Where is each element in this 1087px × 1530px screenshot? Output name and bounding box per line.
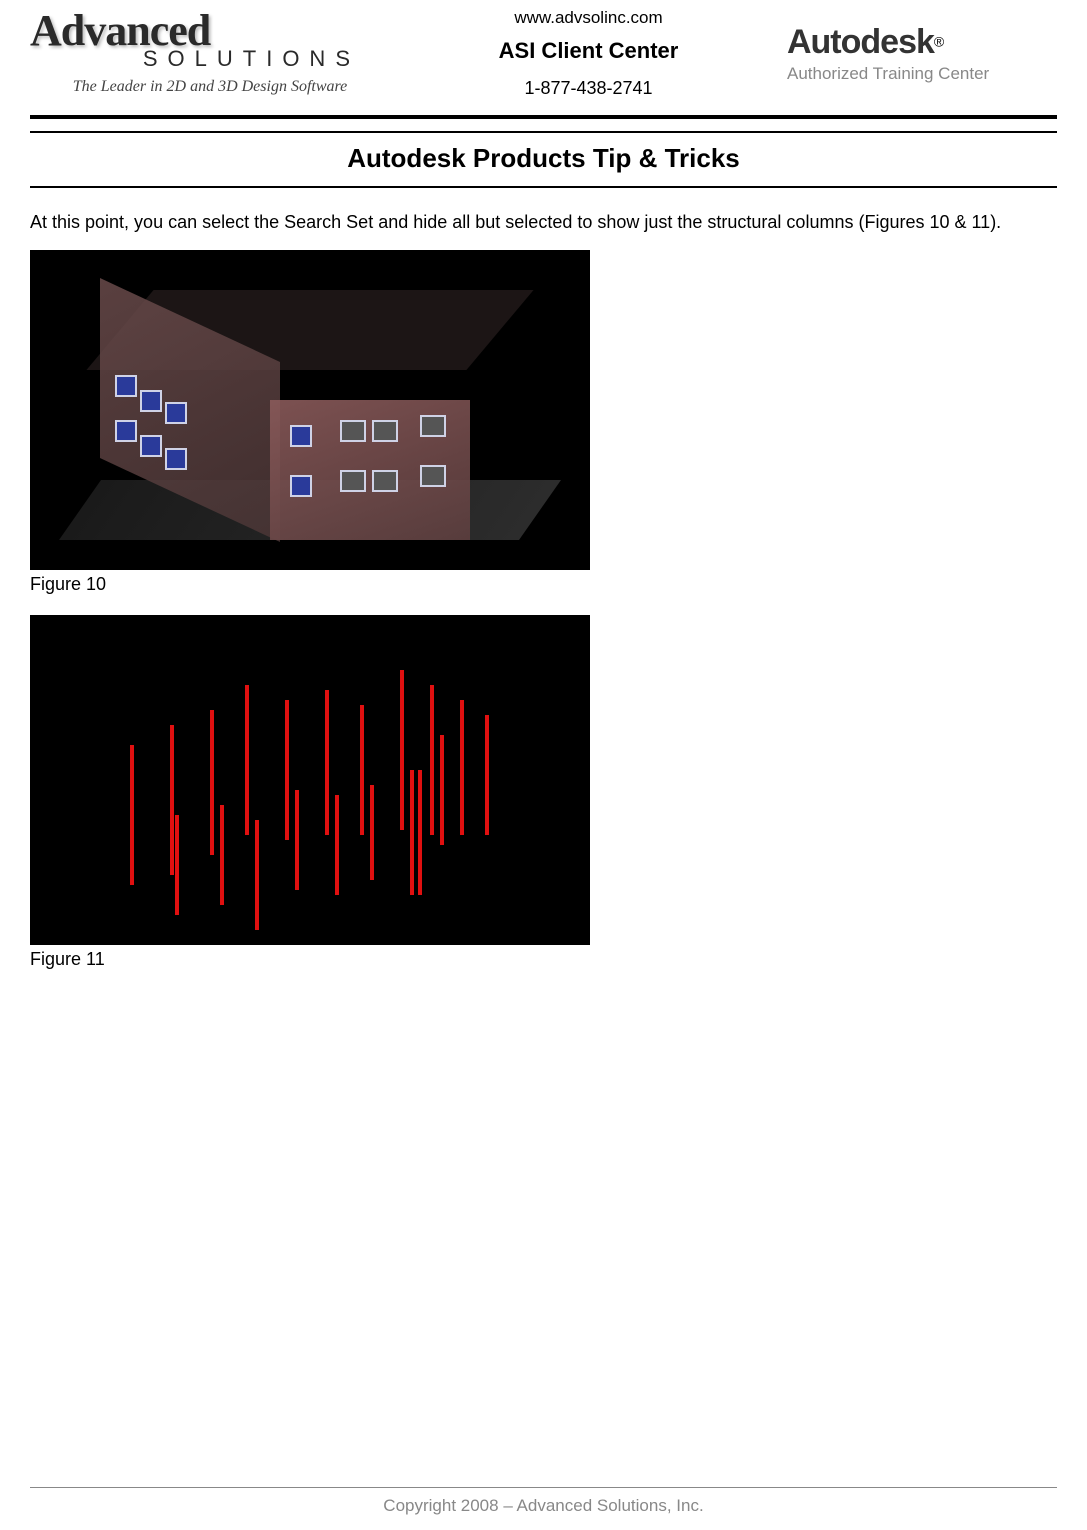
logo-main-text: Advanced (30, 11, 390, 51)
structural-column-icon (460, 700, 464, 835)
advanced-solutions-logo: Advanced SOLUTIONS The Leader in 2D and … (30, 11, 390, 97)
header-url: www.advsolinc.com (499, 8, 679, 28)
structural-column-icon (255, 820, 259, 930)
autodesk-logo: Autodesk® Authorized Training Center (787, 23, 1057, 84)
structural-column-icon (210, 710, 214, 855)
structural-column-icon (440, 735, 444, 845)
autodesk-brand: Autodesk (787, 23, 934, 61)
structural-column-icon (485, 715, 489, 835)
footer-divider (30, 1487, 1057, 1488)
figure-11: Figure 11 (30, 615, 1057, 970)
header-divider (30, 115, 1057, 119)
structural-column-icon (360, 705, 364, 835)
structural-column-icon (370, 785, 374, 880)
structural-column-icon (170, 725, 174, 875)
header-client-center: ASI Client Center (499, 38, 679, 64)
structural-column-icon (410, 770, 414, 895)
structural-column-icon (418, 770, 422, 895)
autodesk-subtitle: Authorized Training Center (787, 64, 1057, 84)
structural-column-icon (295, 790, 299, 890)
structural-column-icon (430, 685, 434, 835)
structural-column-icon (400, 670, 404, 830)
figure-10-caption: Figure 10 (30, 574, 1057, 595)
page-title: Autodesk Products Tip & Tricks (30, 137, 1057, 180)
structural-column-icon (175, 815, 179, 915)
building-render-icon (80, 280, 540, 540)
structural-column-icon (220, 805, 224, 905)
header-center-block: www.advsolinc.com ASI Client Center 1-87… (489, 8, 689, 99)
body-paragraph: At this point, you can select the Search… (30, 210, 1057, 234)
figure-11-image (30, 615, 590, 945)
figure-10: Figure 10 (30, 250, 1057, 595)
logo-tagline: The Leader in 2D and 3D Design Software (30, 78, 390, 96)
figure-11-caption: Figure 11 (30, 949, 1057, 970)
structural-column-icon (335, 795, 339, 895)
page-header: Advanced SOLUTIONS The Leader in 2D and … (30, 0, 1057, 109)
header-phone: 1-877-438-2741 (499, 78, 679, 99)
figure-10-image (30, 250, 590, 570)
title-rule-top (30, 131, 1057, 133)
structural-column-icon (325, 690, 329, 835)
structural-column-icon (285, 700, 289, 840)
autodesk-registered-icon: ® (934, 34, 944, 50)
footer-copyright: Copyright 2008 – Advanced Solutions, Inc… (0, 1496, 1087, 1516)
title-rule-bottom (30, 186, 1057, 188)
structural-column-icon (245, 685, 249, 835)
structural-column-icon (130, 745, 134, 885)
